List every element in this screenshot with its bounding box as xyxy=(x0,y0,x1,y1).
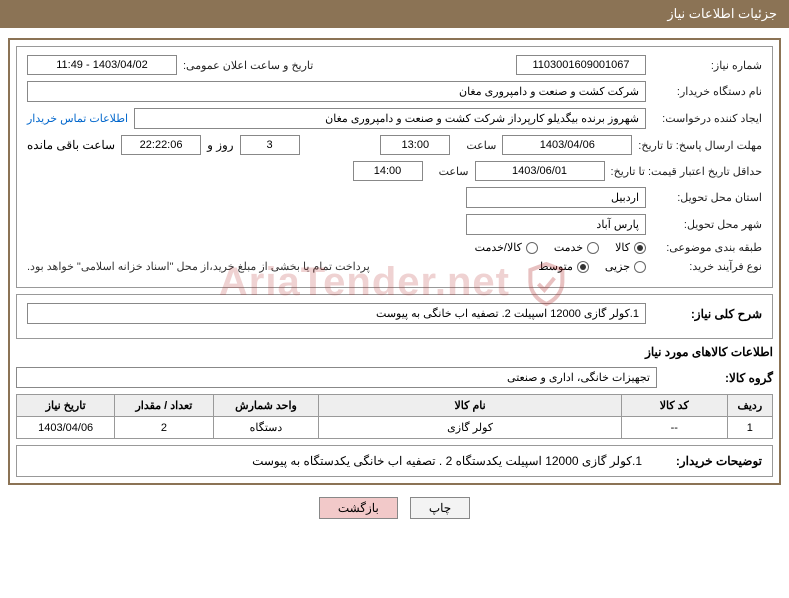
details-section: شماره نیاز: 1103001609001067 تاریخ و ساع… xyxy=(16,46,773,288)
row-category: طبقه بندی موضوعی: کالا خدمت کالا/خدمت xyxy=(27,241,762,254)
process-label: نوع فرآیند خرید: xyxy=(652,260,762,273)
countdown-value: 22:22:06 xyxy=(121,135,201,155)
contact-link[interactable]: اطلاعات تماس خریدار xyxy=(27,112,128,125)
row-process: نوع فرآیند خرید: جزیی متوسط پرداخت تمام ی… xyxy=(27,260,762,273)
reply-time-value: 13:00 xyxy=(380,135,450,155)
table-header: نام کالا xyxy=(319,395,621,417)
button-row: چاپ بازگشت xyxy=(0,489,789,527)
reply-date-value: 1403/04/06 xyxy=(502,135,632,155)
table-cell: 1403/04/06 xyxy=(17,417,115,439)
row-validity: حداقل تاریخ اعتبار قیمت: تا تاریخ: 1403/… xyxy=(27,161,762,181)
validity-time-value: 14:00 xyxy=(353,161,423,181)
reply-deadline-label: مهلت ارسال پاسخ: تا تاریخ: xyxy=(638,139,762,152)
main-panel: شماره نیاز: 1103001609001067 تاریخ و ساع… xyxy=(8,38,781,485)
reply-time-label: ساعت xyxy=(456,139,496,152)
group-value: تجهیزات خانگی، اداری و صنعتی xyxy=(16,367,657,388)
category-radio-label-2: کالا/خدمت xyxy=(475,241,522,254)
announce-label: تاریخ و ساعت اعلان عمومی: xyxy=(183,59,313,72)
table-header: واحد شمارش xyxy=(213,395,319,417)
province-value: اردبیل xyxy=(466,187,646,208)
group-label: گروه کالا: xyxy=(663,371,773,385)
announce-value: 1403/04/02 - 11:49 xyxy=(27,55,177,75)
buyer-desc-label: توضیحات خریدار: xyxy=(652,454,762,468)
row-city: شهر محل تحویل: پارس آباد xyxy=(27,214,762,235)
goods-table: ردیفکد کالانام کالاواحد شمارشتعداد / مقد… xyxy=(16,394,773,439)
process-radio-0[interactable]: جزیی xyxy=(605,260,646,273)
buyer-desc-box: توضیحات خریدار: 1.کولر گازی 12000 اسپیلت… xyxy=(16,445,773,477)
category-radio-label-1: خدمت xyxy=(554,241,583,254)
table-cell: 1 xyxy=(727,417,772,439)
city-label: شهر محل تحویل: xyxy=(652,218,762,231)
table-cell: 2 xyxy=(115,417,213,439)
buyer-desc-text: 1.کولر گازی 12000 اسپیلت یکدستگاه 2 . تص… xyxy=(252,454,642,468)
validity-label: حداقل تاریخ اعتبار قیمت: تا تاریخ: xyxy=(611,165,762,178)
table-header: تعداد / مقدار xyxy=(115,395,213,417)
table-header: کد کالا xyxy=(621,395,727,417)
table-cell: کولر گازی xyxy=(319,417,621,439)
category-radio-group: کالا خدمت کالا/خدمت xyxy=(475,241,646,254)
need-number-label: شماره نیاز: xyxy=(652,59,762,72)
category-radio-1[interactable]: خدمت xyxy=(554,241,599,254)
header-bar: جزئیات اطلاعات نیاز xyxy=(0,0,789,28)
row-buyer-org: نام دستگاه خریدار: شرکت کشت و صنعت و دام… xyxy=(27,81,762,102)
city-value: پارس آباد xyxy=(466,214,646,235)
process-radio-label-0: جزیی xyxy=(605,260,630,273)
need-number-value: 1103001609001067 xyxy=(516,55,646,75)
back-button[interactable]: بازگشت xyxy=(319,497,398,519)
print-button[interactable]: چاپ xyxy=(410,497,470,519)
days-and-label: روز و xyxy=(207,138,234,152)
summary-text: 1.کولر گازی 12000 اسپیلت 2. تصفیه اب خان… xyxy=(27,303,646,324)
process-radio-group: جزیی متوسط xyxy=(538,260,646,273)
goods-section: اطلاعات کالاهای مورد نیاز گروه کالا: تجه… xyxy=(16,345,773,477)
validity-time-label: ساعت xyxy=(429,165,469,178)
row-requester: ایجاد کننده درخواست: شهروز برنده بیگدیلو… xyxy=(27,108,762,129)
summary-section: شرح کلی نیاز: 1.کولر گازی 12000 اسپیلت 2… xyxy=(16,294,773,339)
header-title: جزئیات اطلاعات نیاز xyxy=(667,6,777,21)
category-radio-0[interactable]: کالا xyxy=(615,241,646,254)
requester-label: ایجاد کننده درخواست: xyxy=(652,112,762,125)
row-need-number: شماره نیاز: 1103001609001067 تاریخ و ساع… xyxy=(27,55,762,75)
table-cell: دستگاه xyxy=(213,417,319,439)
process-radio-1[interactable]: متوسط xyxy=(538,260,589,273)
category-label: طبقه بندی موضوعی: xyxy=(652,241,762,254)
requester-value: شهروز برنده بیگدیلو کارپرداز شرکت کشت و … xyxy=(134,108,646,129)
table-cell: -- xyxy=(621,417,727,439)
process-radio-label-1: متوسط xyxy=(538,260,573,273)
row-reply-deadline: مهلت ارسال پاسخ: تا تاریخ: 1403/04/06 سا… xyxy=(27,135,762,155)
table-row: 1--کولر گازیدستگاه21403/04/06 xyxy=(17,417,773,439)
goods-title: اطلاعات کالاهای مورد نیاز xyxy=(16,345,773,359)
days-value: 3 xyxy=(240,135,300,155)
buyer-org-label: نام دستگاه خریدار: xyxy=(652,85,762,98)
row-province: استان محل تحویل: اردبیل xyxy=(27,187,762,208)
table-header: تاریخ نیاز xyxy=(17,395,115,417)
summary-label: شرح کلی نیاز: xyxy=(652,307,762,321)
payment-note: پرداخت تمام یا بخشی از مبلغ خرید،از محل … xyxy=(27,260,370,273)
table-header: ردیف xyxy=(727,395,772,417)
category-radio-2[interactable]: کالا/خدمت xyxy=(475,241,538,254)
buyer-org-value: شرکت کشت و صنعت و دامپروری مغان xyxy=(27,81,646,102)
category-radio-label-0: کالا xyxy=(615,241,630,254)
province-label: استان محل تحویل: xyxy=(652,191,762,204)
remaining-label: ساعت باقی مانده xyxy=(27,138,115,152)
validity-date-value: 1403/06/01 xyxy=(475,161,605,181)
